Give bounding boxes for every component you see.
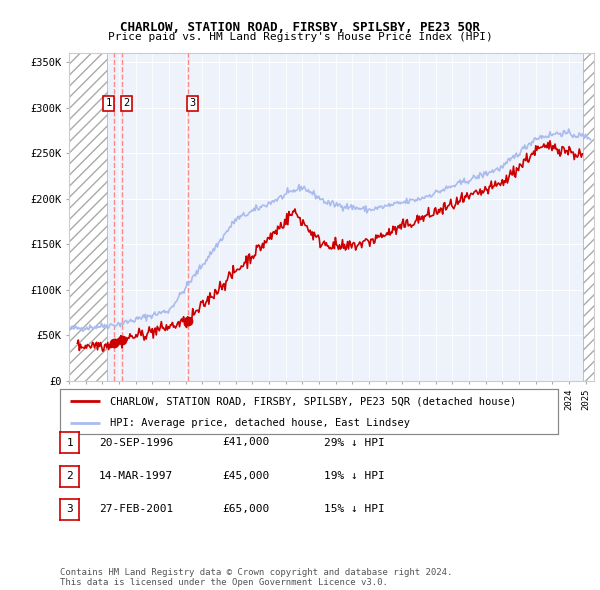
Text: 15% ↓ HPI: 15% ↓ HPI [324, 504, 385, 514]
Text: 3: 3 [190, 98, 196, 108]
Text: 2: 2 [123, 98, 130, 108]
Text: CHARLOW, STATION ROAD, FIRSBY, SPILSBY, PE23 5QR (detached house): CHARLOW, STATION ROAD, FIRSBY, SPILSBY, … [110, 396, 516, 407]
Text: HPI: Average price, detached house, East Lindsey: HPI: Average price, detached house, East… [110, 418, 410, 428]
Text: £41,000: £41,000 [222, 438, 269, 447]
Text: 2: 2 [66, 471, 73, 481]
Text: Contains HM Land Registry data © Crown copyright and database right 2024.
This d: Contains HM Land Registry data © Crown c… [60, 568, 452, 587]
Text: £45,000: £45,000 [222, 471, 269, 481]
Text: 1: 1 [66, 438, 73, 447]
Text: 29% ↓ HPI: 29% ↓ HPI [324, 438, 385, 447]
Text: 20-SEP-1996: 20-SEP-1996 [99, 438, 173, 447]
Bar [69, 53, 107, 381]
Text: 27-FEB-2001: 27-FEB-2001 [99, 504, 173, 514]
Text: £65,000: £65,000 [222, 504, 269, 514]
Text: 1: 1 [106, 98, 112, 108]
Bar [583, 53, 594, 381]
Text: Price paid vs. HM Land Registry's House Price Index (HPI): Price paid vs. HM Land Registry's House … [107, 32, 493, 42]
Text: 3: 3 [66, 504, 73, 514]
Text: CHARLOW, STATION ROAD, FIRSBY, SPILSBY, PE23 5QR: CHARLOW, STATION ROAD, FIRSBY, SPILSBY, … [120, 21, 480, 34]
Text: 19% ↓ HPI: 19% ↓ HPI [324, 471, 385, 481]
Text: 14-MAR-1997: 14-MAR-1997 [99, 471, 173, 481]
